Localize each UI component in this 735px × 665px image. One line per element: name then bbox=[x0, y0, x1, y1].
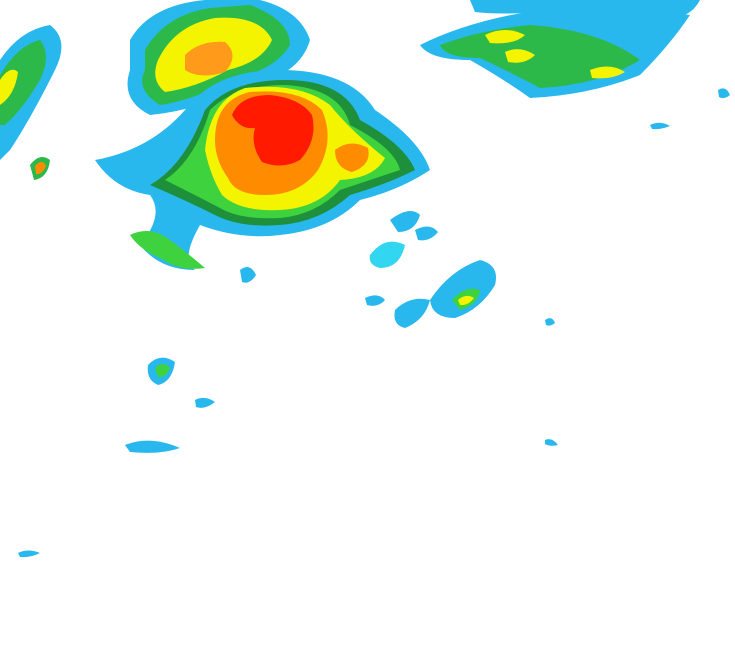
cloud-cold bbox=[365, 295, 385, 306]
cloud-yellow bbox=[485, 30, 525, 44]
cloud-green bbox=[155, 364, 170, 378]
scattered-cells bbox=[18, 88, 730, 558]
cloud-yellow bbox=[458, 295, 474, 306]
cloud-cold bbox=[18, 550, 40, 558]
cloud-cold bbox=[394, 298, 430, 328]
cloud-cold bbox=[650, 122, 670, 130]
cloud-yellow bbox=[590, 66, 625, 79]
cloud-cold bbox=[718, 88, 730, 99]
cloud-cold bbox=[545, 439, 558, 446]
cloud-cold bbox=[415, 226, 438, 241]
cloud-band-northeast bbox=[420, 0, 700, 98]
cloud-cold bbox=[545, 318, 555, 326]
cloud-orange bbox=[35, 162, 46, 175]
cloud-cold bbox=[195, 397, 215, 408]
cloud-green bbox=[130, 231, 205, 269]
cloud-orange bbox=[335, 143, 369, 172]
cloud-green bbox=[0, 40, 46, 125]
cloud-cold bbox=[390, 211, 420, 232]
cloud-cold bbox=[125, 440, 180, 453]
cloud-band-northwest bbox=[0, 0, 310, 160]
storm-core bbox=[95, 70, 430, 270]
cloud-orange bbox=[185, 41, 233, 76]
cloud-yellow bbox=[505, 49, 535, 63]
cloud-cold bbox=[240, 266, 256, 283]
cloud-red bbox=[232, 95, 314, 166]
cloud-cold bbox=[430, 260, 496, 318]
cloud-yellow bbox=[0, 69, 18, 105]
cloud-cold bbox=[470, 0, 700, 20]
cloud-cold bbox=[369, 241, 405, 268]
